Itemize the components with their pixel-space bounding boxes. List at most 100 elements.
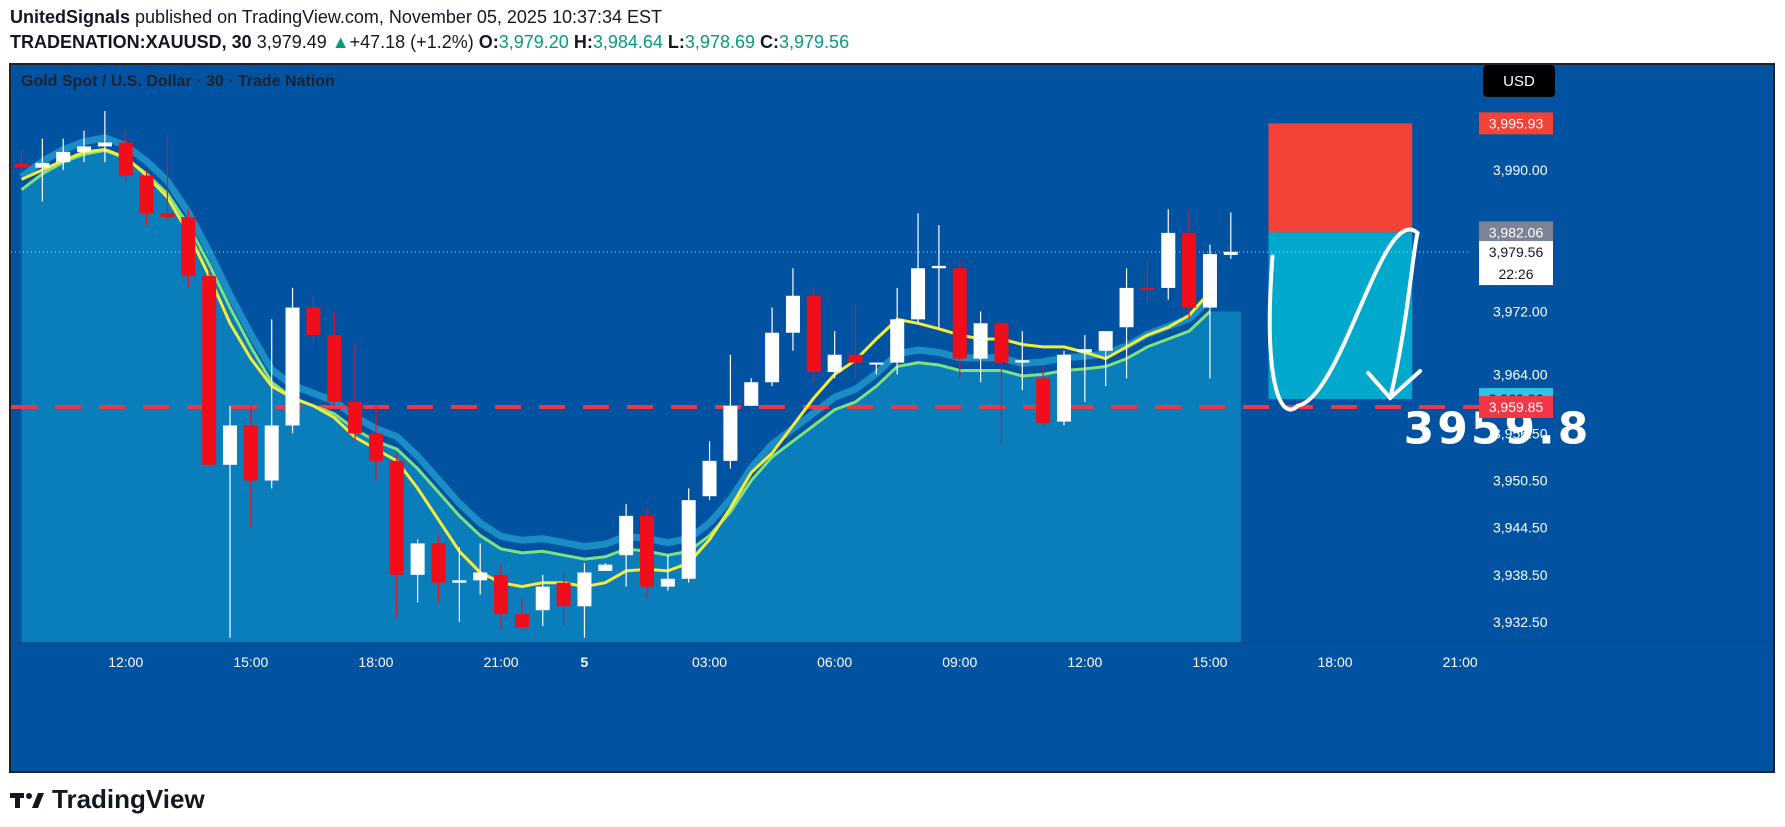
candle-body xyxy=(514,614,529,628)
candle xyxy=(806,287,821,383)
ema-band xyxy=(19,134,1213,551)
change-value: +47.18 (+1.2%) xyxy=(349,32,474,52)
candle-body xyxy=(56,151,71,163)
author-name[interactable]: UnitedSignals xyxy=(10,7,131,27)
support-price-tag-bg xyxy=(1479,396,1553,419)
candle xyxy=(702,441,717,501)
candle xyxy=(660,555,675,591)
candle-body xyxy=(1015,360,1030,363)
candle xyxy=(577,563,592,638)
candle-body xyxy=(1140,287,1155,290)
candle xyxy=(14,150,29,172)
candle-body xyxy=(681,500,696,579)
y-tick-label: 3,932.50 xyxy=(1493,614,1548,630)
candle-body xyxy=(640,515,654,587)
candle xyxy=(556,570,571,626)
candle xyxy=(827,331,842,379)
candle-body xyxy=(1036,378,1051,424)
x-tick-label: 18:00 xyxy=(358,654,393,670)
x-tick-label: 21:00 xyxy=(1443,654,1478,670)
candle xyxy=(598,563,613,571)
candle-body xyxy=(848,354,863,363)
candle xyxy=(640,508,654,599)
candle-body xyxy=(890,319,905,363)
open-value: 3,979.20 xyxy=(498,32,569,52)
x-tick-label: 15:00 xyxy=(233,654,268,670)
x-tick-label: 18:00 xyxy=(1318,654,1353,670)
y-tick-label: 3,938.50 xyxy=(1493,567,1548,583)
high-value: 3,984.64 xyxy=(592,32,663,52)
candle xyxy=(327,311,342,406)
candle xyxy=(1161,209,1176,300)
stop-loss-zone xyxy=(1268,123,1413,233)
candle xyxy=(1140,260,1155,304)
candle-body xyxy=(327,335,342,402)
change-arrow-icon: ▲ xyxy=(331,32,350,52)
candle-body xyxy=(368,433,383,461)
candle-body xyxy=(1077,349,1092,353)
candle-body xyxy=(765,332,780,383)
candle xyxy=(1057,350,1071,426)
currency-button-label[interactable]: USD xyxy=(1503,73,1535,90)
candle xyxy=(785,268,800,351)
ema-slow-line xyxy=(20,148,1211,561)
low-label: L: xyxy=(667,32,685,52)
take-profit-zone xyxy=(1268,232,1413,400)
x-tick-label: 06:00 xyxy=(817,654,852,670)
candle xyxy=(473,543,488,595)
candle-body xyxy=(535,586,550,611)
candle xyxy=(514,598,529,630)
projection-curve xyxy=(1267,227,1420,412)
entry-price-tag: 3,982.06 xyxy=(1489,224,1544,240)
low-value: 3,978.69 xyxy=(684,32,755,52)
candle xyxy=(869,362,884,375)
candle xyxy=(202,268,217,465)
high-label: H: xyxy=(573,32,593,52)
candle-body xyxy=(181,217,196,277)
current-price-tag: 3,979.56 xyxy=(1489,244,1544,260)
candle xyxy=(1077,335,1092,402)
candle-body xyxy=(911,268,926,320)
candle xyxy=(77,130,92,163)
candle-body xyxy=(35,162,50,168)
candle-body xyxy=(1182,232,1197,308)
tradingview-footer: TradingView xyxy=(10,784,205,815)
candle-body xyxy=(931,265,946,269)
candle xyxy=(139,170,154,226)
candle xyxy=(389,452,404,619)
candle xyxy=(431,535,446,603)
ema-fast-line xyxy=(20,148,1212,589)
candle-body xyxy=(139,175,154,214)
chart-panel[interactable]: 3959.8 Gold Spot / U.S. Dollar · 30 · Tra… xyxy=(9,63,1775,773)
x-tick-label: 12:00 xyxy=(1067,654,1102,670)
candle xyxy=(744,378,759,406)
candle-body xyxy=(994,323,1009,363)
candle-body xyxy=(285,307,300,426)
candle-body xyxy=(619,515,634,556)
candle-body xyxy=(556,582,571,607)
x-tick-label: 5 xyxy=(581,654,589,670)
candle xyxy=(160,134,175,222)
candle-body xyxy=(598,564,613,571)
candle xyxy=(1098,331,1113,387)
symbol-label: TRADENATION:XAUUSD, 30 xyxy=(10,32,252,52)
ema-cloud-area xyxy=(21,150,1241,642)
candle-body xyxy=(1057,354,1071,422)
candle xyxy=(1119,268,1134,379)
open-label: O: xyxy=(478,32,499,52)
candle xyxy=(1182,209,1197,320)
candle xyxy=(264,319,279,489)
chart-title: Gold Spot / U.S. Dollar · 30 · Trade Nat… xyxy=(21,73,335,90)
close-value: 3,979.56 xyxy=(779,32,850,52)
candle-body xyxy=(97,142,112,147)
candle xyxy=(619,504,634,587)
last-price: 3,979.49 xyxy=(256,32,327,52)
y-tick-label: 3,950.50 xyxy=(1493,473,1548,489)
candle xyxy=(994,319,1009,446)
candle xyxy=(285,287,300,434)
close-label: C: xyxy=(760,32,780,52)
x-tick-label: 03:00 xyxy=(692,654,727,670)
candle-body xyxy=(952,268,967,359)
candle-body xyxy=(410,543,425,575)
